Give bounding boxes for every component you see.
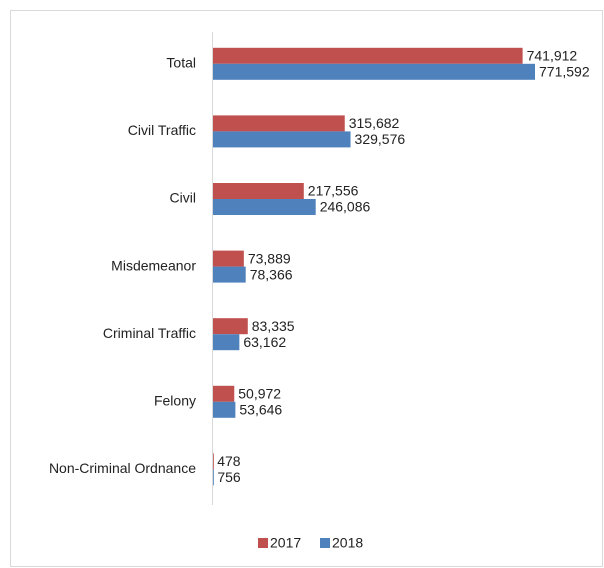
bar bbox=[213, 401, 236, 418]
legend-swatch bbox=[258, 538, 268, 548]
bar bbox=[213, 131, 351, 148]
bar bbox=[213, 318, 248, 335]
y-tick-label: Felony bbox=[154, 393, 196, 409]
value-label: 53,646 bbox=[239, 402, 282, 418]
y-tick-label: Civil bbox=[170, 190, 196, 206]
value-label: 478 bbox=[217, 453, 241, 469]
bar bbox=[213, 385, 235, 402]
value-label: 771,592 bbox=[539, 64, 590, 80]
legend-label: 2018 bbox=[332, 535, 363, 551]
legend-label: 2017 bbox=[270, 535, 301, 551]
y-tick-label: Misdemeanor bbox=[111, 257, 196, 273]
value-label: 741,912 bbox=[527, 48, 578, 64]
value-label: 329,576 bbox=[355, 131, 406, 147]
bar bbox=[213, 334, 240, 351]
bar bbox=[213, 266, 246, 283]
y-tick-label: Civil Traffic bbox=[128, 122, 196, 138]
bar bbox=[213, 183, 304, 199]
y-tick-label: Total bbox=[166, 55, 196, 71]
value-label: 50,972 bbox=[238, 386, 281, 402]
legend-swatch bbox=[320, 538, 330, 548]
value-label: 78,366 bbox=[250, 266, 293, 282]
bar bbox=[213, 199, 316, 215]
bar bbox=[213, 469, 214, 486]
value-label: 217,556 bbox=[308, 183, 359, 199]
bar bbox=[213, 63, 535, 80]
value-label: 73,889 bbox=[248, 250, 291, 266]
y-tick-label: Non-Criminal Ordnance bbox=[49, 460, 196, 476]
value-label: 315,682 bbox=[349, 115, 400, 131]
bar bbox=[213, 115, 345, 132]
value-label: 83,335 bbox=[252, 318, 295, 334]
chart-frame bbox=[10, 10, 603, 567]
value-label: 63,162 bbox=[243, 334, 286, 350]
bar bbox=[213, 453, 214, 470]
bar bbox=[213, 250, 244, 267]
value-label: 246,086 bbox=[320, 199, 371, 215]
bar bbox=[213, 47, 523, 64]
y-tick-label: Criminal Traffic bbox=[103, 325, 196, 341]
value-label: 756 bbox=[217, 469, 241, 485]
